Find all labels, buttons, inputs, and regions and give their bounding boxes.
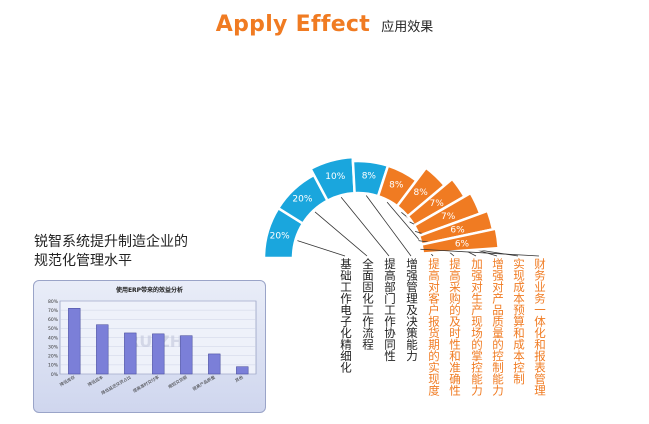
fan-segment-label: 提高采购的及时性和准确性 xyxy=(448,258,462,396)
fan-segment-label: 实现成本预算和成本控制 xyxy=(512,258,526,385)
fan-segment-value: 7% xyxy=(441,212,456,222)
thumbnail-chart: 使用ERP带来的效益分析 80%70%60%50%40%30%20%10%0%R… xyxy=(33,280,266,413)
thumb-bar xyxy=(124,332,137,375)
fan-connector-line xyxy=(420,248,540,257)
thumb-y-tick: 60% xyxy=(48,317,59,323)
title-chinese: 应用效果 xyxy=(381,20,434,35)
subtitle-line-1: 锐智系统提升制造企业的 xyxy=(34,234,188,250)
thumb-x-tick: 降低成本 xyxy=(86,373,105,388)
thumb-y-tick: 20% xyxy=(48,354,59,360)
thumbnail-chart-title: 使用ERP带来的效益分析 xyxy=(115,287,184,294)
thumb-x-tick: 提高准时交付率 xyxy=(132,374,161,395)
thumbnail-chart-plot: 80%70%60%50%40%30%20%10%0%RUIZHI降低库存降低成本… xyxy=(48,299,257,397)
thumb-y-tick: 10% xyxy=(48,363,59,369)
thumb-y-tick: 50% xyxy=(48,326,59,332)
fan-segment-value: 10% xyxy=(325,172,345,182)
fan-segment-label: 提高部门工作协同性 xyxy=(383,258,397,362)
fan-connector-line xyxy=(314,211,368,257)
fan-segment-value: 8% xyxy=(413,188,428,198)
thumb-y-tick: 80% xyxy=(48,299,59,305)
fan-segment-value: 7% xyxy=(429,199,444,209)
thumb-x-tick: 提高产品质量 xyxy=(191,374,216,393)
thumb-bar xyxy=(180,335,193,375)
fan-segment-value: 6% xyxy=(455,239,470,249)
thumb-y-tick: 70% xyxy=(48,308,59,314)
fan-connector-line xyxy=(365,195,412,257)
thumb-x-tick: 缩短交货期 xyxy=(167,374,189,391)
header: Apply Effect 应用效果 xyxy=(0,12,649,37)
fan-connector-line xyxy=(297,240,346,257)
fan-segment-label: 基础工作电子化精细化 xyxy=(339,258,353,373)
thumb-bar xyxy=(152,333,165,375)
thumb-x-tick: 降低库存 xyxy=(58,374,76,388)
thumb-y-tick: 0% xyxy=(51,372,59,378)
thumb-bar xyxy=(96,324,109,375)
fan-segment-value: 20% xyxy=(270,232,290,242)
thumb-bar xyxy=(236,366,249,375)
fan-segment-value: 8% xyxy=(362,172,377,182)
fan-segment-label: 全面固化工作流程 xyxy=(361,258,375,350)
fan-segment-value: 6% xyxy=(450,225,465,235)
fan-segment-label: 增强对产品质量的控制能力 xyxy=(491,258,505,396)
title-english: Apply Effect xyxy=(215,12,371,37)
subtitle-line-2: 规范化管理水平 xyxy=(34,253,132,269)
fan-segment-label: 增强管理及决策能力 xyxy=(405,258,419,362)
fan-segment-label: 加强对生产现场的掌控能力 xyxy=(470,258,484,396)
fan-segment-label: 提高对客户报货期的实现度 xyxy=(427,258,441,396)
fan-segment-label: 财务业务一体化和报表管理 xyxy=(533,258,547,396)
fan-segment-value: 20% xyxy=(292,194,312,204)
thumb-bar xyxy=(68,308,81,375)
fan-connector-line xyxy=(340,197,390,257)
thumb-bar xyxy=(208,353,221,375)
thumb-x-tick: 其他 xyxy=(234,373,245,384)
fan-segment-value: 8% xyxy=(389,180,404,190)
fan-segment xyxy=(420,227,500,255)
subtitle: 锐智系统提升制造企业的 规范化管理水平 xyxy=(34,233,188,271)
thumb-x-tick: 降低延迟交货占比 xyxy=(100,374,133,397)
thumb-y-tick: 30% xyxy=(48,344,59,350)
thumb-y-tick: 40% xyxy=(48,335,59,341)
